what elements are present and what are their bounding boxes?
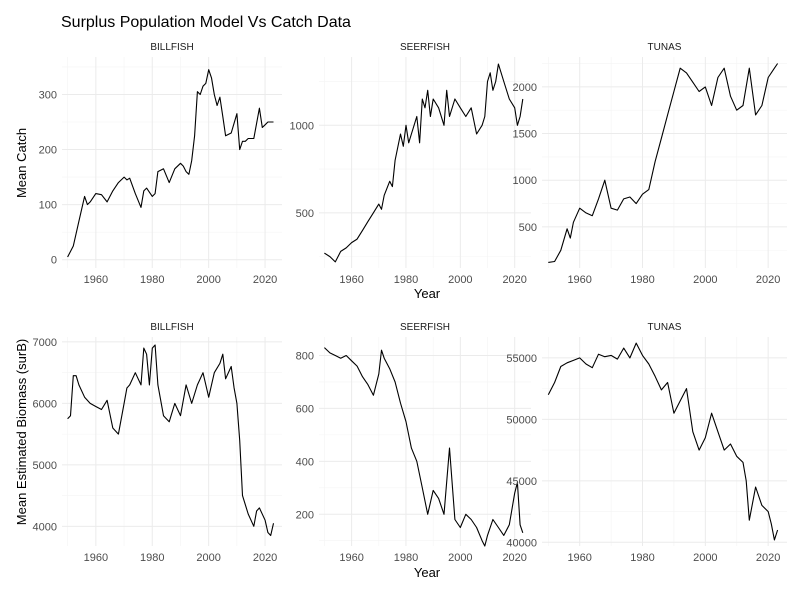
y-tick-label: 500	[519, 222, 537, 234]
panel-tunas-row2: 1960 1980 2000 2020 40000 45000 50000 55000 TUNA…	[506, 322, 787, 564]
series-line-seerfish	[324, 347, 524, 547]
y-tick-label: 0	[51, 255, 57, 267]
x-tick-label: 2000	[448, 552, 472, 564]
y-tick-label: 1000	[513, 175, 537, 187]
x-tick-label: 2020	[502, 274, 526, 286]
panel-seerfish-row1: 1960 1980 2000 2020 500 1000 SEERFISH	[290, 42, 531, 286]
x-tick-label: 1960	[339, 552, 363, 564]
x-tick-label: 1960	[339, 274, 363, 286]
y-tick-label: 400	[296, 456, 314, 468]
y-tick-label: 7000	[33, 337, 57, 349]
y-tick-label: 6000	[33, 398, 57, 410]
facet-strip-label: SEERFISH	[400, 42, 450, 53]
x-tick-label: 2020	[756, 274, 780, 286]
y-tick-label: 50000	[506, 414, 537, 426]
x-tick-label: 2020	[253, 274, 277, 286]
y-tick-label: 500	[296, 208, 314, 220]
y-tick-label: 1500	[513, 129, 537, 141]
chart-title: Surplus Population Model Vs Catch Data	[61, 14, 351, 31]
y-tick-label: 55000	[506, 353, 537, 365]
facet-strip-label: BILLFISH	[150, 322, 193, 333]
x-tick-label: 1960	[567, 552, 591, 564]
panel-tunas-row1: 1960 1980 2000 2020 500 1000 1500 2000 TUNAS	[513, 42, 787, 286]
x-tick-label: 1980	[630, 552, 654, 564]
y-tick-label: 600	[296, 403, 314, 415]
series-line-tunas	[548, 63, 779, 263]
x-tick-label: 1980	[140, 274, 164, 286]
y-tick-label: 200	[296, 509, 314, 521]
x-tick-label: 1980	[394, 552, 418, 564]
panel-seerfish-row2: 1960 1980 2000 2020 200 400 600 800 SEERFISH	[296, 322, 531, 564]
x-tick-label: 2000	[196, 552, 220, 564]
y-tick-label: 2000	[513, 82, 537, 94]
x-tick-label: 2000	[448, 274, 472, 286]
y-tick-label: 4000	[33, 521, 57, 533]
panel-billfish-row2: 1960 1980 2000 2020 4000 5000 6000 7000 BILLFISH	[33, 322, 282, 564]
facet-strip-label: SEERFISH	[400, 322, 450, 333]
series-line-seerfish	[324, 63, 524, 263]
x-tick-label: 2020	[502, 552, 526, 564]
facet-strip-label: TUNAS	[648, 322, 682, 333]
series-line-billfish	[67, 344, 275, 537]
series-line-billfish	[67, 69, 274, 258]
x-tick-label: 1960	[84, 552, 108, 564]
x-tick-label: 2000	[693, 552, 717, 564]
y-tick-label: 100	[39, 200, 57, 212]
y-tick-label: 300	[39, 89, 57, 101]
x-tick-label: 2000	[693, 274, 717, 286]
x-tick-label: 1980	[394, 274, 418, 286]
y-axis-title-top: Mean Catch	[14, 128, 29, 198]
y-tick-label: 45000	[506, 476, 537, 488]
x-tick-label: 1960	[84, 274, 108, 286]
y-tick-label: 1000	[290, 120, 314, 132]
y-tick-label: 40000	[506, 537, 537, 549]
y-tick-label: 5000	[33, 460, 57, 472]
x-tick-label: 2000	[196, 274, 220, 286]
facet-strip-label: TUNAS	[648, 42, 682, 53]
x-tick-label: 1980	[630, 274, 654, 286]
x-tick-label: 2020	[756, 552, 780, 564]
x-tick-label: 2020	[253, 552, 277, 564]
facet-strip-label: BILLFISH	[150, 42, 193, 53]
y-tick-label: 200	[39, 145, 57, 157]
x-tick-label: 1960	[567, 274, 591, 286]
panel-billfish-row1: 1960 1980 2000 2020 0 100 200 300 BILLFISH	[39, 42, 282, 286]
series-line-tunas	[547, 342, 779, 541]
y-tick-label: 800	[296, 351, 314, 363]
x-axis-title-bottom: Year	[414, 565, 441, 580]
y-axis-title-bottom: Mean Estimated Biomass (surB)	[14, 339, 29, 525]
x-axis-title-top: Year	[414, 286, 441, 301]
x-tick-label: 1980	[140, 552, 164, 564]
